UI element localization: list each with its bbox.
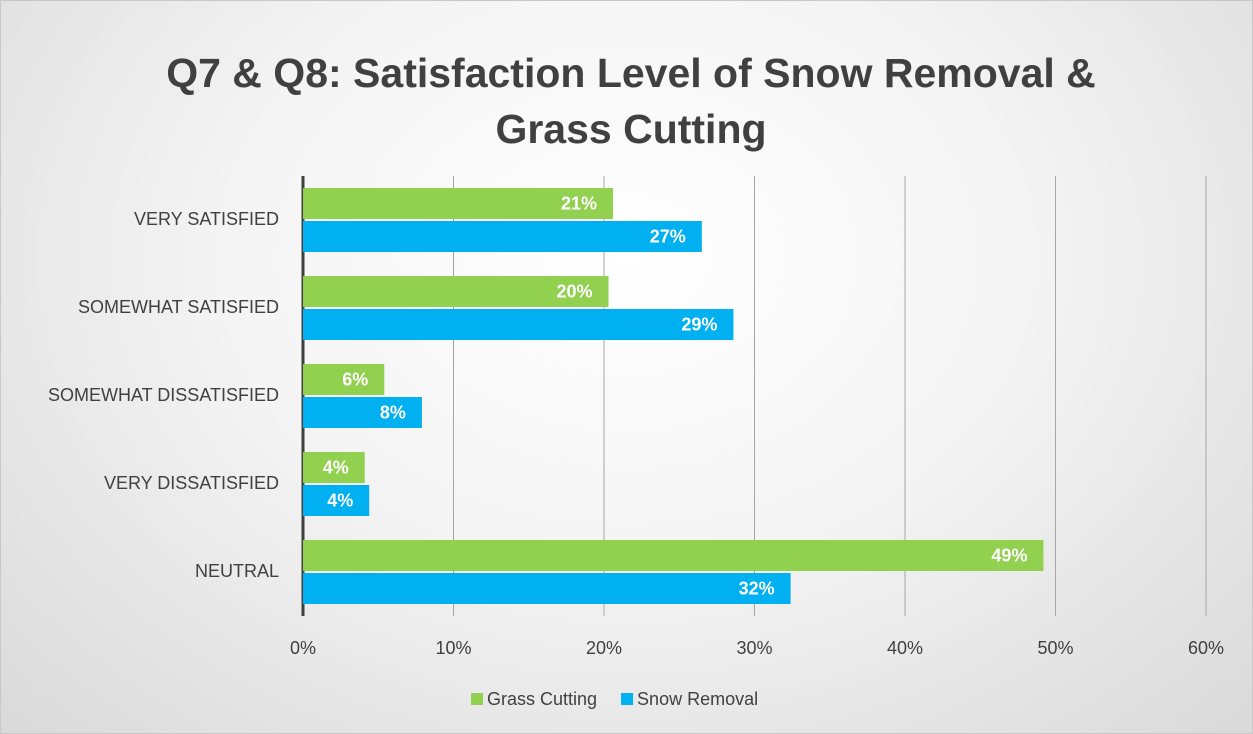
x-tick-label: 60% (1188, 638, 1224, 658)
y-tick-label: VERY SATISFIED (134, 209, 279, 229)
value-label: 27% (650, 226, 686, 246)
legend-swatch (471, 693, 483, 705)
bar (303, 364, 385, 395)
bar (303, 452, 365, 483)
bar (303, 221, 702, 252)
y-tick-label: NEUTRAL (195, 561, 279, 581)
value-label: 32% (739, 578, 775, 598)
legend-label: Grass Cutting (487, 689, 597, 709)
legend-swatch (621, 693, 634, 705)
x-tick-label: 10% (435, 638, 471, 658)
value-label: 4% (323, 457, 349, 477)
x-tick-label: 0% (290, 638, 316, 658)
y-tick-label: SOMEWHAT SATISFIED (78, 297, 279, 317)
x-tick-label: 20% (586, 638, 622, 658)
bar (303, 188, 614, 219)
x-tick-label: 50% (1037, 638, 1073, 658)
value-label: 21% (561, 193, 597, 213)
bar (303, 276, 609, 307)
bar (303, 573, 791, 604)
x-tick-label: 30% (736, 638, 772, 658)
legend-label: Snow Removal (637, 689, 758, 709)
bar (303, 540, 1044, 571)
value-label: 29% (681, 314, 717, 334)
x-tick-label: 40% (887, 638, 923, 658)
value-label: 8% (380, 402, 406, 422)
value-label: 20% (556, 281, 592, 301)
bar (303, 397, 422, 428)
bar (303, 309, 734, 340)
chart-title: Q7 & Q8: Satisfaction Level of Snow Remo… (166, 50, 1096, 152)
value-label: 6% (342, 369, 368, 389)
value-label: 4% (327, 490, 353, 510)
y-tick-label: SOMEWHAT DISSATISFIED (48, 385, 279, 405)
value-label: 49% (991, 545, 1027, 565)
bar (303, 485, 370, 516)
y-tick-label: VERY DISSATISFIED (104, 473, 279, 493)
